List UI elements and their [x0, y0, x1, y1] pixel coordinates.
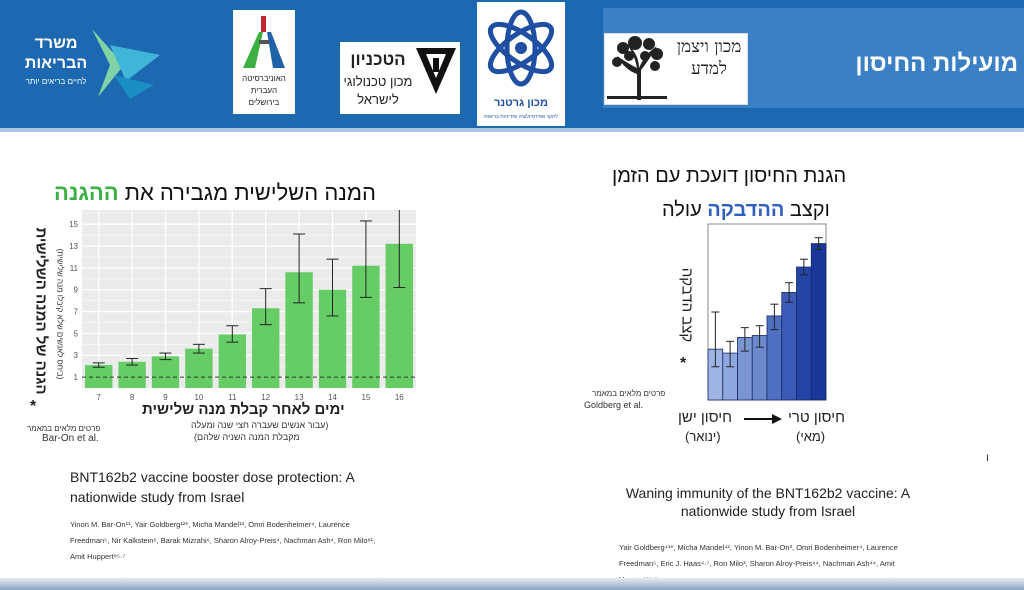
right-chart-title-line1: הגנת החיסון דועכת עם הזמן	[612, 165, 847, 187]
right-footnote-star: *	[680, 355, 687, 372]
moh-line2: הבריאות	[24, 55, 88, 72]
x-month-old: (ינואר)	[685, 429, 721, 444]
left-y-tick-label: 3	[74, 351, 79, 360]
x-label-fresh-vaccine: חיסון טרי	[788, 409, 845, 426]
hebrew-university-logo: האוניברסיטה העברית בירושלים	[233, 10, 295, 114]
ministry-of-health-wing-icon	[92, 29, 160, 99]
hebrew-university-line1: האוניברסיטה	[242, 74, 286, 83]
left-x-axis-subtitle-1: (עבור אנשים שעברה חצי שנה ומעלה	[191, 420, 329, 430]
x-month-fresh: (מאי)	[796, 429, 826, 444]
left-x-tick-label: 13	[295, 393, 304, 402]
left-x-tick-label: 16	[395, 393, 404, 402]
right-title-highlight: ההדבקה	[707, 199, 785, 221]
right-chart-title-line2: וקצב ההדבקה עולה	[662, 199, 830, 222]
left-y-tick-label: 9	[74, 286, 79, 295]
left-y-tick-label: 7	[74, 308, 79, 317]
left-x-tick-label: 15	[361, 393, 370, 402]
x-label-old-vaccine: חיסון ישן	[678, 409, 733, 426]
right-bar	[796, 266, 812, 401]
left-x-axis-subtitle-2: מקבלת המנה השניה שלהם)	[194, 432, 300, 442]
left-x-tick-label: 14	[328, 393, 337, 402]
moh-line1: משרד	[34, 35, 78, 52]
right-bar	[810, 243, 827, 401]
slide-title: מועילות החיסון	[855, 50, 1018, 77]
right-title-suffix: עולה	[662, 199, 702, 221]
footer-bar	[0, 578, 1024, 590]
left-x-axis-title: ימים לאחר קבלת מנה שלישית	[142, 401, 345, 418]
hebrew-university-emblem-icon	[243, 16, 285, 68]
left-x-tick-label: 10	[194, 393, 203, 402]
right-title-prefix: וקצב	[789, 199, 830, 221]
left-chart-title: המנה השלישית מגבירה את ההגנה	[54, 180, 376, 206]
left-y-tick-label: 13	[69, 242, 78, 251]
technion-logo: הטכניון מכון טכנולוגי לישראל	[340, 42, 460, 114]
left-source-label: פרטים מלאים במאמר	[27, 424, 101, 433]
right-source-label: פרטים מלאים במאמר	[592, 389, 666, 398]
right-y-axis-title-text: קצב הדבקה	[678, 267, 696, 343]
left-title-text: המנה השלישית מגבירה את	[124, 180, 376, 205]
left-bar	[85, 365, 113, 388]
left-y-tick-label: 15	[69, 220, 78, 229]
right-bar	[781, 292, 797, 401]
gertner-logo: מכון גרטנר לחקר אפידמיולוגיה ומדיניות בר…	[477, 2, 565, 126]
weizmann-logo-text: מכון ויצמן למדע	[676, 37, 742, 79]
ministry-of-health-logo: משרד הבריאות לחיים בריאים יותר	[14, 25, 164, 105]
left-y-tick-label: 11	[70, 264, 79, 273]
left-bar	[218, 334, 246, 388]
left-x-tick-label: 11	[228, 393, 237, 402]
moh-line3: לחיים בריאים יותר	[25, 77, 87, 86]
gertner-name: מכון גרטנר	[493, 97, 549, 109]
right-bar-chart	[707, 223, 827, 401]
stray-mark: ו	[986, 452, 989, 464]
left-y-tick-label: 5	[74, 329, 79, 338]
left-y-axis-title-text: הגנה של המנה השלישית	[32, 227, 50, 395]
gertner-sub: לחקר אפידמיולוגיה ומדיניות בריאות	[484, 114, 558, 120]
technion-sub2: לישראל	[357, 92, 399, 107]
left-x-tick-label: 9	[163, 393, 168, 402]
atom-icon	[487, 9, 555, 87]
left-footnote-star: *	[30, 398, 37, 415]
weizmann-logo: מכון ויצמן למדע	[604, 33, 748, 105]
left-paper-title: BNT162b2 vaccine booster dose protection…	[70, 469, 355, 505]
hebrew-university-line3: בירושלים	[248, 98, 280, 107]
left-bar	[118, 361, 146, 388]
right-paper-title: Waning immunity of the BNT162b2 vaccine:…	[625, 485, 911, 519]
left-y-axis-title: הגנה של המנה השלישית	[30, 206, 52, 416]
left-title-highlight: ההגנה	[54, 180, 119, 205]
left-bar	[185, 348, 213, 388]
left-source-citation: Bar-On et al.	[42, 433, 99, 444]
technion-emblem-icon	[416, 48, 456, 94]
left-x-tick-label: 8	[130, 393, 135, 402]
technion-name: הטכניון	[350, 50, 406, 69]
header-divider	[0, 128, 1024, 132]
left-x-tick-label: 12	[261, 393, 270, 402]
hebrew-university-line2: העברית	[250, 86, 278, 95]
left-paper-authors: Yinon M. Bar-On¹¹, Yair Goldberg¹²*, Mic…	[70, 520, 376, 561]
right-source-citation: Goldberg et al.	[584, 400, 644, 410]
left-x-tick-label: 7	[96, 393, 101, 402]
weizmann-tree-icon	[607, 36, 667, 104]
left-bar	[151, 356, 180, 388]
left-y-tick-label: 1	[74, 373, 79, 382]
time-arrow-icon	[744, 414, 782, 424]
technion-sub1: מכון טכנולוגי	[343, 74, 413, 89]
